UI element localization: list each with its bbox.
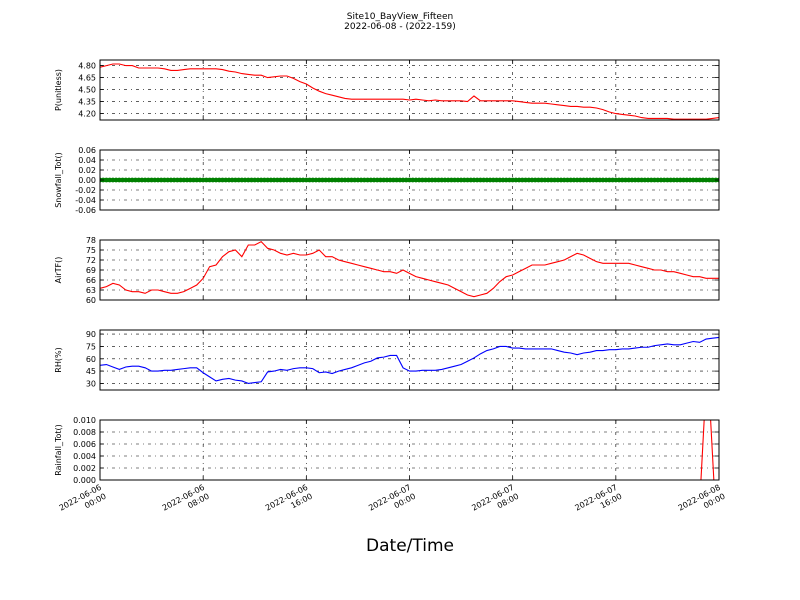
y-tick-label: 0.002 <box>73 464 96 473</box>
y-tick-label: 78 <box>86 236 96 245</box>
y-tick-label: 66 <box>86 276 96 285</box>
series-line <box>100 240 719 298</box>
subplot-2: 0.060.040.020.00-0.02-0.04-0.06 Snowfall_… <box>54 146 720 215</box>
x-axis-label: Date/Time <box>366 536 454 556</box>
y-tick-label: 0.04 <box>78 156 96 165</box>
y-tick-label: 4.65 <box>78 74 96 83</box>
subplot-5: 0.010 0.008 0.006 0.004 0.002 0.000 Rainfall_T… <box>54 416 720 485</box>
series-line <box>100 336 719 384</box>
y-axis-label: Snowfall_Tot() <box>54 152 63 208</box>
figure-subtitle: 2022-06-08 - (2022-159) <box>344 22 456 32</box>
y-tick-label: 4.80 <box>78 62 96 71</box>
y-tick-label: 0.000 <box>73 476 96 485</box>
y-tick-label: -0.02 <box>75 186 96 195</box>
y-axis-label: P(unitless) <box>54 69 63 111</box>
y-tick-label: 0.02 <box>78 166 96 175</box>
y-tick-label: 45 <box>86 367 96 376</box>
y-tick-label: 0.004 <box>73 452 96 461</box>
y-axis-label: Rainfall_Tot() <box>54 424 63 476</box>
y-tick-label: 30 <box>86 379 96 388</box>
series-line <box>100 63 719 120</box>
y-tick-label: 4.20 <box>78 110 96 119</box>
y-axis-label: RH(%) <box>54 347 63 372</box>
y-tick-label: 75 <box>86 246 96 255</box>
y-tick-label: 60 <box>86 296 96 305</box>
y-tick-label: 90 <box>86 330 96 339</box>
y-tick-label: 75 <box>86 342 96 351</box>
y-tick-label: 0.008 <box>73 428 96 437</box>
y-tick-label: 0.06 <box>78 146 96 155</box>
y-tick-label: -0.06 <box>75 206 96 215</box>
series-points <box>100 177 719 183</box>
y-axis-label: AirTF() <box>54 257 63 284</box>
subplot-4: 90 75 60 45 30 RH(%) <box>54 329 720 391</box>
y-tick-label: 0.006 <box>73 440 96 449</box>
y-tick-label: 72 <box>86 256 96 265</box>
y-tick-label: 4.35 <box>78 98 96 107</box>
y-tick-label: 0.00 <box>78 176 96 185</box>
y-tick-label: 69 <box>86 266 96 275</box>
figure-title: Site10_BayView_Fifteen <box>347 12 453 22</box>
subplots: 4.804.654.504.354.20P(unitless)0.060.040… <box>54 59 720 485</box>
y-tick-label: -0.04 <box>75 196 96 205</box>
subplot-1: 4.80 4.65 4.50 4.35 4.20 P(unitless) <box>54 59 720 121</box>
y-tick-label: 4.50 <box>78 86 96 95</box>
y-tick-label: 0.010 <box>73 416 96 425</box>
y-tick-label: 63 <box>86 286 96 295</box>
y-tick-label: 60 <box>86 355 96 364</box>
